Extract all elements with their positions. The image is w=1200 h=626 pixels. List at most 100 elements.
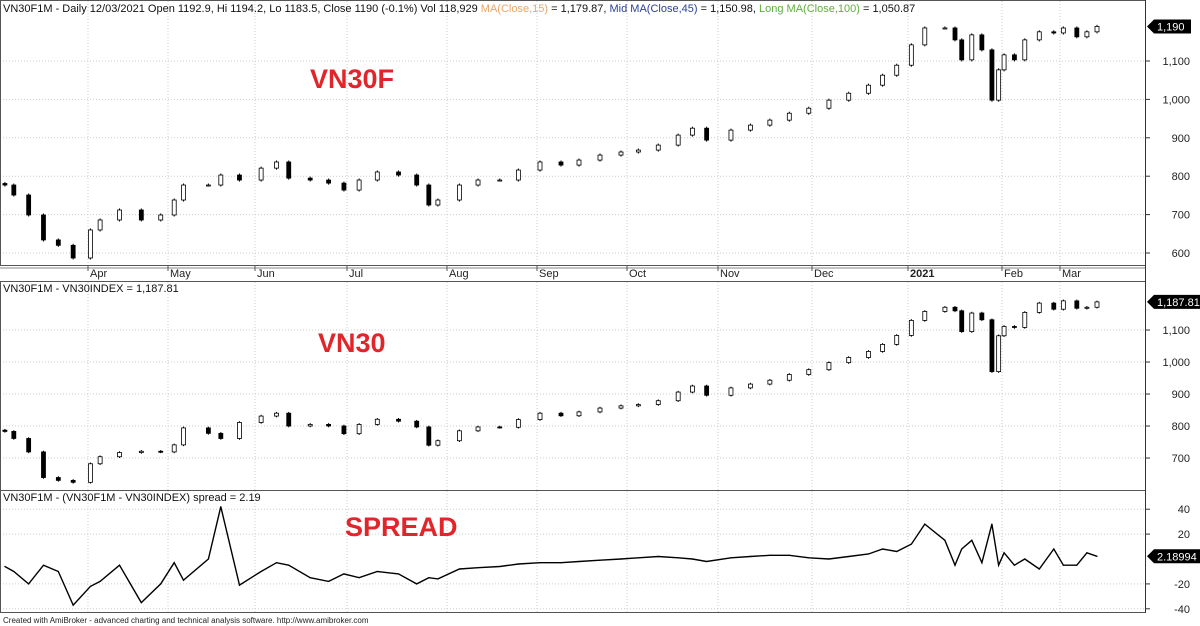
candle-up (942, 306, 948, 312)
candle-up (537, 412, 543, 421)
date-tick-label: Aug (449, 268, 469, 280)
spread-point (971, 539, 973, 541)
candle-down (41, 214, 46, 241)
candle-down (1051, 31, 1057, 34)
candle-up (806, 107, 812, 114)
candle-up (515, 419, 521, 428)
candle-up (1094, 26, 1100, 33)
vn30-panel-title: VN30F1M - VN30INDEX = 1,187.81 (3, 283, 179, 295)
candle-up (435, 440, 441, 446)
candle-up (97, 219, 103, 231)
spread-point (13, 570, 15, 573)
candle-up (515, 169, 521, 181)
spread-point (1086, 552, 1088, 554)
candle-up (181, 427, 186, 446)
candle-down (341, 425, 347, 435)
vn30f-candles (2, 24, 1100, 260)
candle-up (576, 411, 582, 417)
candle-down (426, 184, 432, 206)
candle-down (2, 183, 8, 186)
spread-point (910, 543, 912, 545)
spread-point (578, 560, 580, 563)
last-value-label: 1,190 (1157, 21, 1185, 33)
spread-point (118, 564, 121, 566)
spread-point (437, 578, 439, 580)
candle-down (11, 431, 17, 439)
spread-point (477, 567, 479, 569)
candle-up (922, 27, 928, 46)
grid-lines (0, 1, 1145, 612)
spread-point (954, 564, 956, 566)
price-tick-label: 600 (1172, 248, 1190, 260)
candle-down (205, 427, 211, 434)
price-tick-label: 40 (1178, 504, 1190, 516)
candle-up (908, 319, 914, 336)
spread-point (848, 555, 850, 558)
candle-up (675, 134, 681, 146)
spread-point (677, 557, 679, 559)
candle-up (922, 311, 928, 321)
candle-up (846, 92, 852, 101)
candle-up (748, 383, 753, 389)
spread-point (328, 580, 330, 583)
candle-up (655, 144, 661, 151)
spread-line (4, 506, 1098, 607)
candle-down (979, 312, 985, 321)
candle-up (356, 423, 362, 435)
price-tick-label: 800 (1172, 421, 1190, 433)
candle-down (218, 432, 224, 439)
candle-down (26, 438, 32, 453)
spread-point (691, 558, 694, 560)
candle-up (866, 84, 871, 94)
candle-up (675, 391, 681, 402)
spread-point (4, 565, 6, 568)
candle-up (786, 374, 792, 381)
spread-point (99, 580, 101, 583)
spread-point (160, 583, 162, 585)
price-tick-label: 1,000 (1162, 357, 1190, 369)
price-tick-label: -20 (1174, 579, 1190, 591)
candle-up (88, 229, 93, 259)
last-value-label: 1,187.81 (1157, 297, 1200, 309)
candle-down (286, 412, 292, 427)
date-tick-label: Sep (539, 268, 559, 280)
spread-point (260, 570, 262, 573)
spread-point (42, 564, 45, 566)
candle-up (635, 149, 641, 153)
vn30f-annotation: VN30F (310, 64, 394, 94)
spread-point (72, 604, 74, 606)
candle-up (1001, 326, 1007, 337)
candle-down (497, 426, 503, 429)
price-axes: 1,100 1,000 900 800 700 600 1,100 1,000 900 800 70… (1145, 56, 1190, 616)
spread-point (89, 585, 92, 587)
spread-point (788, 554, 790, 556)
candle-up (1084, 306, 1090, 309)
spread-point (981, 562, 983, 564)
candle-up (537, 161, 543, 171)
candle-up (457, 430, 462, 442)
candle-down (138, 209, 144, 221)
spread-point (961, 548, 963, 550)
candle-down (307, 177, 313, 181)
spread-annotation: SPREAD (345, 512, 458, 542)
spread-point (238, 584, 241, 586)
price-tick-label: 1,000 (1162, 94, 1190, 106)
candle-up (1022, 39, 1028, 61)
spread-point (998, 564, 1000, 566)
spread-point (1062, 564, 1064, 566)
candle-down (414, 174, 420, 186)
spread-point (749, 555, 752, 558)
candle-up (158, 214, 164, 221)
candle-up (181, 184, 186, 201)
candle-down (286, 161, 292, 179)
header-ohlc: VN30F1M - Daily 12/03/2021 Open 1192.9, … (3, 3, 478, 15)
chart-header: VN30F1M - Daily 12/03/2021 Open 1192.9, … (3, 3, 915, 15)
candle-up (1060, 300, 1066, 310)
candle-down (979, 34, 985, 51)
candle-up (826, 362, 832, 371)
candle-up (767, 379, 773, 385)
candle-up (996, 335, 1002, 373)
candle-up (866, 351, 871, 358)
footer-credit: Created with AmiBroker - advanced charti… (3, 616, 369, 625)
